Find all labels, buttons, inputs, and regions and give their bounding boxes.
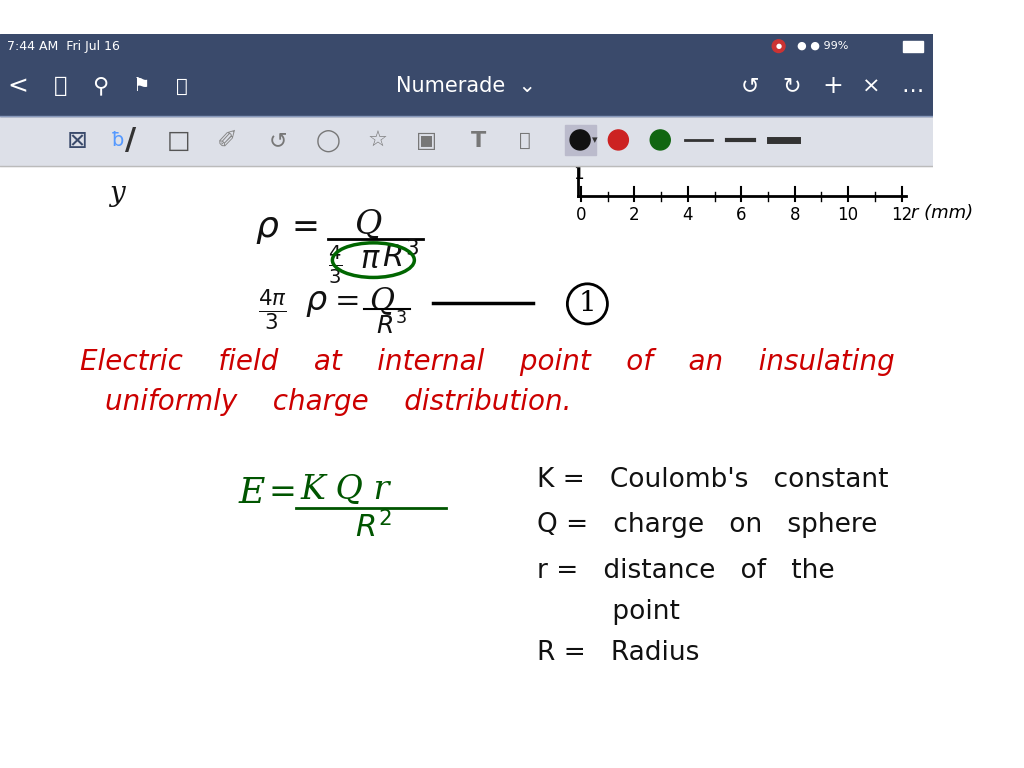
- Text: 1: 1: [573, 165, 584, 183]
- Text: 12: 12: [891, 206, 912, 223]
- Text: Q: Q: [355, 209, 383, 241]
- Bar: [0, 57, 933, 116]
- Text: /: /: [125, 127, 136, 155]
- Text: 2: 2: [629, 206, 640, 223]
- Text: Electric    field    at    internal    point    of    an    insulating: Electric field at internal point of an i…: [80, 349, 895, 376]
- Text: 0: 0: [575, 206, 587, 223]
- Text: ƀ: ƀ: [113, 131, 125, 151]
- Text: ✐: ✐: [217, 129, 239, 153]
- Text: K Q r: K Q r: [300, 474, 390, 506]
- Text: 7:44 AM  Fri Jul 16: 7:44 AM Fri Jul 16: [7, 40, 120, 53]
- Text: ×: ×: [862, 76, 881, 96]
- Text: 6: 6: [736, 206, 746, 223]
- Text: ↺: ↺: [741, 76, 760, 96]
- Circle shape: [608, 130, 629, 150]
- Text: Q: Q: [369, 285, 394, 316]
- Text: 4: 4: [683, 206, 693, 223]
- Text: $R^3$: $R^3$: [383, 242, 420, 274]
- Text: R =   Radius: R = Radius: [538, 640, 699, 666]
- Text: Q =   charge   on   sphere: Q = charge on sphere: [538, 512, 878, 538]
- Text: $\frac{4}{3}$: $\frac{4}{3}$: [328, 243, 342, 286]
- Text: r =   distance   of   the: r = distance of the: [538, 558, 835, 584]
- Text: ▣: ▣: [416, 131, 436, 151]
- Text: K =   Coulomb's   constant: K = Coulomb's constant: [538, 467, 889, 493]
- Text: 1: 1: [579, 290, 596, 317]
- Circle shape: [772, 40, 785, 52]
- Text: $R^3$: $R^3$: [376, 312, 407, 339]
- Bar: [903, 41, 924, 51]
- Text: <: <: [8, 74, 29, 98]
- Bar: [0, 167, 933, 733]
- Text: =: =: [335, 287, 360, 319]
- Text: $R^2$: $R^2$: [355, 511, 392, 544]
- Text: $\frac{4\pi}{3}$: $\frac{4\pi}{3}$: [258, 287, 287, 333]
- Text: ↻: ↻: [782, 76, 801, 96]
- Text: T: T: [470, 131, 485, 151]
- Text: □: □: [167, 129, 190, 153]
- Text: ⚑: ⚑: [132, 77, 150, 96]
- Text: 8: 8: [790, 206, 800, 223]
- Circle shape: [570, 130, 590, 150]
- Text: E: E: [239, 476, 265, 510]
- Text: point: point: [538, 599, 680, 625]
- Bar: [0, 35, 933, 57]
- Text: ⚲: ⚲: [92, 76, 109, 96]
- Text: ⮭: ⮭: [176, 77, 188, 96]
- Bar: [564, 125, 597, 154]
- Text: ▾: ▾: [592, 135, 598, 145]
- Bar: [904, 41, 922, 51]
- Text: $\pi$: $\pi$: [359, 243, 381, 275]
- Text: uniformly    charge    distribution.: uniformly charge distribution.: [104, 388, 571, 415]
- Text: Numerade  ⌄: Numerade ⌄: [396, 76, 537, 96]
- Text: $\rho$: $\rho$: [305, 287, 328, 319]
- Text: r (mm): r (mm): [910, 204, 973, 222]
- Text: ⧉: ⧉: [54, 76, 68, 96]
- Text: =: =: [268, 476, 297, 509]
- Bar: [0, 116, 933, 167]
- Text: ◯: ◯: [315, 130, 340, 152]
- Text: $\rho$: $\rho$: [255, 212, 280, 246]
- Text: ●: ●: [775, 43, 781, 49]
- Text: ☆: ☆: [368, 131, 388, 151]
- Circle shape: [650, 130, 671, 150]
- Text: ⛓: ⛓: [519, 131, 530, 151]
- Text: ⊠: ⊠: [67, 129, 88, 153]
- Text: +: +: [822, 74, 843, 98]
- Text: 10: 10: [838, 206, 859, 223]
- Text: =: =: [292, 212, 319, 244]
- Text: y: y: [110, 180, 125, 207]
- Text: …: …: [901, 76, 924, 96]
- Text: ↺: ↺: [268, 131, 287, 151]
- Text: ● ● 99%: ● ● 99%: [797, 41, 848, 51]
